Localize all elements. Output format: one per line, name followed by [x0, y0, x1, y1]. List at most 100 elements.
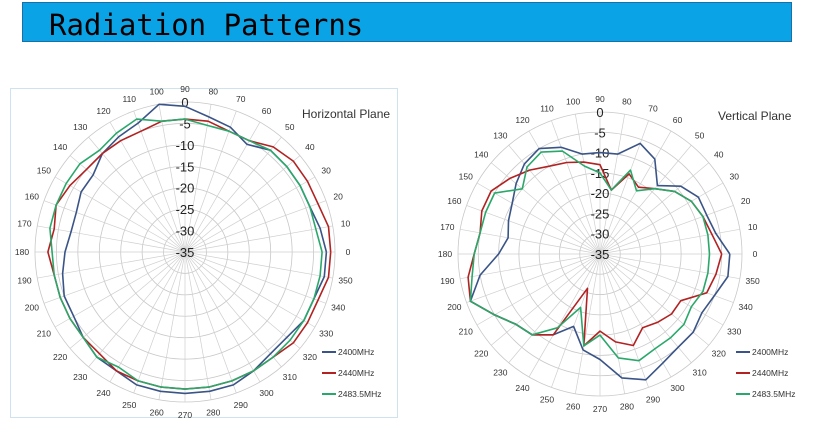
angle-tick-label: 0 [753, 249, 758, 259]
polar-spoke [466, 205, 601, 255]
ring-tick-label: -35 [176, 245, 195, 260]
angle-tick-label: 250 [122, 400, 136, 410]
polar-spoke [184, 251, 237, 394]
angle-tick-label: 20 [741, 196, 751, 206]
chart-title: Horizontal Plane [302, 107, 390, 121]
angle-tick-label: 340 [739, 302, 753, 312]
ring-tick-label: 0 [596, 105, 603, 120]
polar-spoke [508, 253, 601, 364]
angle-tick-label: 200 [25, 303, 39, 313]
angle-tick-label: 30 [321, 166, 331, 176]
polar-spoke [551, 120, 601, 255]
polar-spoke [54, 176, 186, 253]
angle-tick-label: 180 [438, 249, 452, 259]
angle-tick-label: 320 [712, 349, 726, 359]
polar-spoke [69, 251, 186, 349]
angle-tick-label: 200 [447, 302, 461, 312]
polar-spoke [599, 253, 692, 364]
polar-spoke [184, 251, 282, 368]
angle-tick-label: 180 [15, 247, 29, 257]
angle-tick-label: 170 [440, 222, 454, 232]
angle-tick-label: 70 [236, 94, 246, 104]
ring-tick-label: -5 [179, 116, 191, 131]
polar-spoke [184, 104, 212, 253]
polar-spoke [476, 253, 601, 326]
polar-spoke [490, 253, 601, 346]
polar-spoke [599, 114, 626, 255]
angle-tick-label: 330 [727, 327, 741, 337]
polar-spoke [599, 130, 672, 255]
horizontal-plane-chart: 0 10 20 30 40 50 60 70 80 90 100 110 120 130 140 150 160… [15, 84, 390, 420]
angle-tick-label: 140 [474, 149, 488, 159]
polar-spoke [54, 251, 186, 328]
angle-tick-label: 110 [122, 94, 136, 104]
angle-tick-label: 280 [206, 408, 220, 418]
polar-spoke [184, 251, 261, 383]
angle-tick-label: 40 [305, 142, 315, 152]
angle-tick-label: 190 [440, 276, 454, 286]
angle-tick-label: 220 [53, 352, 67, 362]
angle-tick-label: 150 [37, 166, 51, 176]
angle-tick-label: 290 [646, 395, 660, 405]
angle-tick-label: 150 [459, 172, 473, 182]
polar-spoke [184, 110, 237, 253]
ring-tick-label: -35 [591, 247, 610, 262]
ring-tick-label: -30 [591, 227, 610, 242]
polar-spoke [574, 253, 601, 394]
chart-title: Vertical Plane [718, 109, 792, 123]
polar-spoke [43, 251, 186, 304]
angle-tick-label: 240 [515, 383, 529, 393]
polar-spoke [574, 114, 601, 255]
polar-spoke [184, 251, 212, 400]
polar-spoke [460, 228, 601, 255]
polar-spoke [158, 104, 186, 253]
series-line-2400MHz [469, 142, 731, 381]
polar-spoke [476, 182, 601, 255]
legend-entry: 2400MHz [752, 347, 788, 357]
polar-spoke [528, 253, 601, 378]
angle-tick-label: 230 [493, 368, 507, 378]
polar-spoke [109, 251, 186, 383]
angle-tick-label: 0 [346, 247, 351, 257]
ring-tick-label: -5 [594, 125, 606, 140]
polar-spoke [184, 200, 327, 253]
polar-spoke [184, 155, 301, 253]
angle-tick-label: 40 [714, 149, 724, 159]
angle-tick-label: 300 [259, 388, 273, 398]
horizontal-chart-frame [10, 88, 398, 418]
angle-tick-label: 310 [693, 368, 707, 378]
ring-tick-label: -10 [176, 138, 195, 153]
legend-entry: 2400MHz [338, 347, 374, 357]
page-title: Radiation Patterns [49, 8, 364, 42]
polar-spoke [599, 253, 626, 394]
angle-tick-label: 310 [283, 372, 297, 382]
angle-tick-label: 210 [459, 327, 473, 337]
polar-spoke [551, 253, 601, 388]
polar-spoke [599, 253, 710, 346]
angle-tick-label: 220 [474, 349, 488, 359]
angle-tick-label: 260 [150, 408, 164, 418]
angle-tick-label: 260 [566, 402, 580, 412]
polar-spoke [133, 251, 186, 394]
angle-tick-label: 330 [319, 329, 333, 339]
angle-tick-label: 340 [331, 303, 345, 313]
angle-tick-label: 30 [729, 172, 739, 182]
angle-tick-label: 80 [622, 96, 632, 106]
angle-tick-label: 350 [746, 276, 760, 286]
angle-tick-label: 50 [695, 130, 705, 140]
angle-tick-label: 10 [341, 219, 351, 229]
angle-tick-label: 190 [17, 275, 31, 285]
polar-spoke [184, 251, 327, 304]
ring-tick-label: -20 [176, 181, 195, 196]
polar-spoke [599, 144, 692, 255]
angle-tick-label: 130 [493, 130, 507, 140]
angle-tick-label: 350 [338, 275, 352, 285]
polar-spoke [158, 251, 186, 400]
angle-tick-label: 110 [540, 103, 554, 113]
angle-tick-label: 70 [648, 103, 658, 113]
angle-tick-label: 90 [595, 94, 605, 104]
polar-spoke [599, 162, 710, 255]
ring-tick-label: -25 [176, 202, 195, 217]
angle-tick-label: 120 [96, 106, 110, 116]
